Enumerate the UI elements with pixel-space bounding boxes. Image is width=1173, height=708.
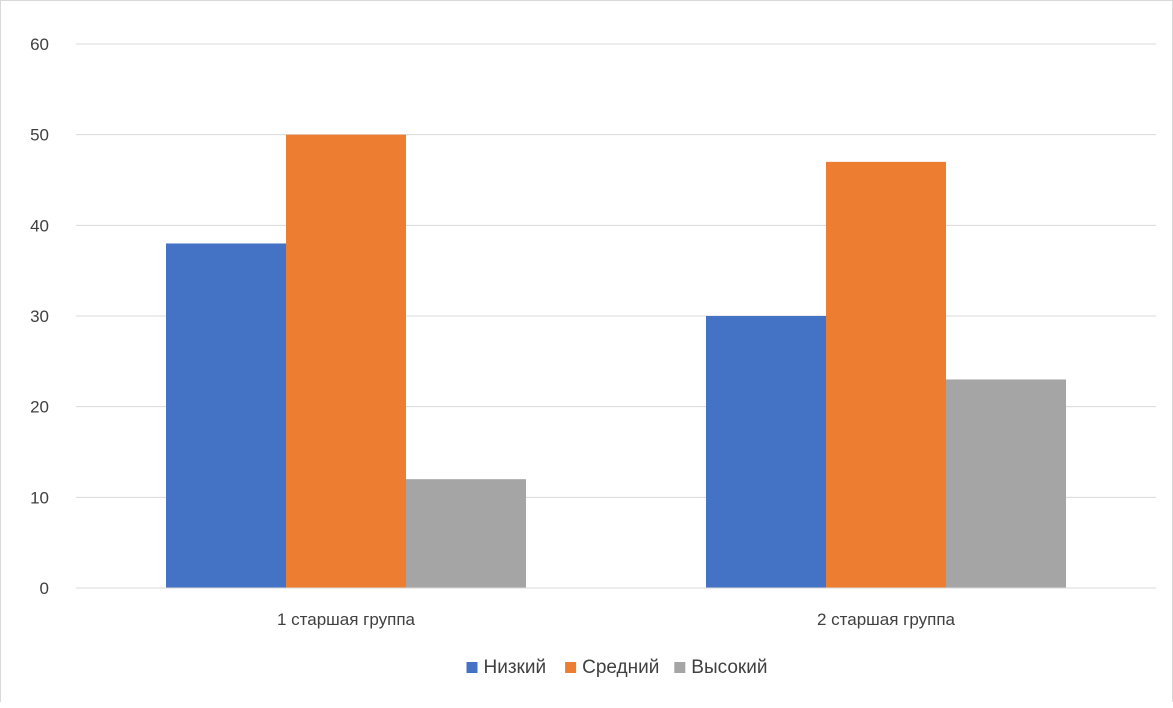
legend-swatch <box>674 662 686 673</box>
legend: Низкий Средний Высокий <box>466 657 767 678</box>
x-category-label: 1 старшая группа <box>277 610 416 629</box>
y-axis-tick-labels: 0 10 20 30 40 50 60 <box>30 35 49 598</box>
bar-Средний-1 <box>286 134 406 588</box>
legend-swatch <box>565 662 577 673</box>
y-tick-label: 30 <box>30 307 49 326</box>
y-tick-label: 10 <box>30 488 49 507</box>
bar-Средний-2 <box>826 161 946 588</box>
legend-item-Высокий: Высокий <box>674 657 767 678</box>
bar-Высокий-2 <box>946 379 1066 588</box>
x-category-label: 2 старшая группа <box>817 610 956 629</box>
legend-item-Средний: Средний <box>565 657 659 678</box>
legend-label: Средний <box>582 657 659 678</box>
y-tick-label: 20 <box>30 398 49 417</box>
y-tick-label: 40 <box>30 216 49 235</box>
legend-item-Низкий: Низкий <box>466 657 547 678</box>
legend-label: Низкий <box>484 657 547 678</box>
y-tick-label: 60 <box>30 35 49 54</box>
legend-label: Высокий <box>691 657 767 678</box>
bar-Высокий-1 <box>406 479 526 588</box>
y-tick-label: 0 <box>40 579 49 598</box>
bars <box>166 134 1066 588</box>
bar-Низкий-1 <box>166 243 286 588</box>
y-tick-label: 50 <box>30 126 49 145</box>
bar-Низкий-2 <box>706 316 826 588</box>
legend-swatch <box>466 662 478 673</box>
x-axis-category-labels: 1 старшая группа 2 старшая группа <box>277 610 956 629</box>
